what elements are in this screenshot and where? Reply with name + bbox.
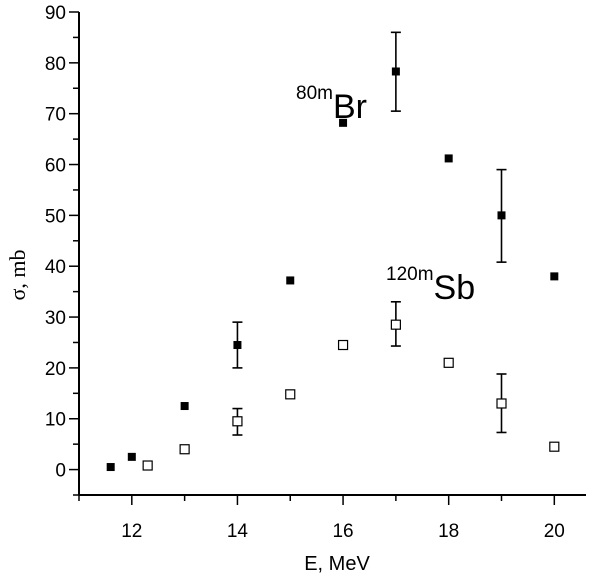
y-tick-label: 50 — [45, 206, 66, 227]
sb120m-point — [142, 460, 153, 471]
y-tick-label: 90 — [45, 3, 66, 24]
sb120m-point — [179, 444, 190, 455]
data-marks — [106, 31, 560, 472]
sb120m-point — [285, 389, 296, 400]
sb120m-point — [443, 357, 454, 368]
annotation-sb: 120mSb — [386, 264, 475, 307]
annotation-sb-superscript: 120m — [386, 264, 434, 285]
br80m-point — [339, 118, 348, 127]
br80m-point — [286, 276, 295, 285]
y-tick-label: 70 — [45, 105, 66, 126]
x-axis-label: E, MeV — [304, 553, 370, 575]
x-tick-label: 12 — [121, 521, 142, 542]
x-tick-label: 20 — [544, 521, 565, 542]
br80m-point — [106, 463, 115, 472]
br80m-point — [127, 452, 136, 461]
br80m-point — [391, 67, 400, 76]
y-axis-ticks: 0 10 20 30 40 50 60 70 80 90 — [45, 3, 79, 496]
y-tick-label: 60 — [45, 156, 66, 177]
y-tick-label: 0 — [55, 461, 66, 482]
br80m-point — [233, 341, 242, 350]
y-tick-label: 80 — [45, 54, 66, 75]
x-tick-label: 18 — [438, 521, 459, 542]
annotation-br-symbol: Br — [333, 88, 367, 126]
sb120m-point — [496, 398, 507, 409]
annotation-br: 80mBr — [296, 83, 367, 126]
sb120m-point — [390, 319, 401, 330]
x-tick-label: 14 — [227, 521, 249, 542]
y-tick-label: 40 — [45, 257, 66, 278]
br80m-point — [180, 402, 189, 411]
annotation-sb-symbol: Sb — [434, 269, 476, 307]
sb120m-point — [232, 416, 243, 427]
sb120m-point — [337, 339, 349, 351]
br80m-point — [444, 154, 453, 163]
annotation-br-superscript: 80m — [296, 83, 333, 104]
x-tick-label: 16 — [332, 521, 353, 542]
br80m-point — [497, 211, 506, 220]
y-tick-label: 30 — [45, 308, 66, 329]
y-axis-label: σ, mb — [5, 250, 30, 301]
br80m-point — [550, 272, 559, 281]
sb120m-point — [549, 441, 560, 452]
y-tick-label: 10 — [45, 410, 66, 431]
y-tick-label: 20 — [45, 359, 66, 380]
x-axis-ticks: 12 14 16 18 20 — [78, 495, 565, 542]
